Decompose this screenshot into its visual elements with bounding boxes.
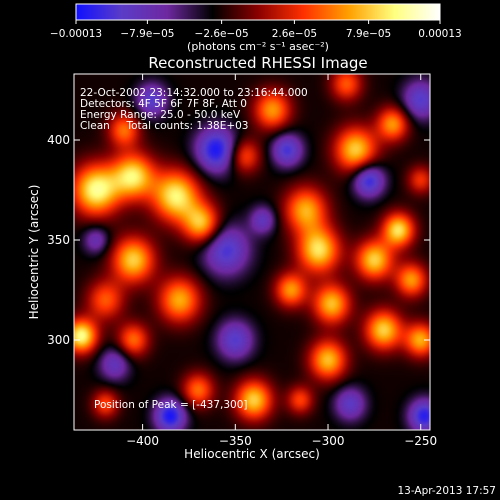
- heatmap-image: [74, 74, 430, 430]
- y-tick-label: 400: [47, 133, 70, 147]
- x-axis-label: Heliocentric X (arcsec): [184, 447, 320, 461]
- colorbar-tick-label: −2.6e−05: [195, 28, 249, 40]
- colorbar-tick-label: −0.00013: [50, 28, 102, 40]
- annotation-method: Clean Total counts: 1.38E+03: [80, 120, 249, 132]
- x-axis-ticks: −400 −350 −300 −250: [126, 74, 437, 448]
- colorbar: −0.00013 −7.9e−05 −2.6e−05 2.6e−05 7.9e−05 0.…: [50, 3, 462, 53]
- y-tick-label: 300: [47, 333, 70, 347]
- colorbar-bar: [75, 3, 441, 21]
- annotations: 22-Oct-2002 23:14:32.000 to 23:16:44.000…: [80, 87, 308, 411]
- annotation-time: 22-Oct-2002 23:14:32.000 to 23:16:44.000: [80, 87, 308, 99]
- annotation-peak: Position of Peak = [-437,300]: [94, 399, 248, 411]
- y-tick-label: 350: [47, 233, 70, 247]
- footer-date: 13-Apr-2013 17:57: [397, 485, 496, 497]
- colorbar-tick-label: −7.9e−05: [120, 28, 174, 40]
- x-tick-label: −300: [312, 434, 345, 448]
- colorbar-tick-label: 2.6e−05: [272, 28, 317, 40]
- colorbar-units: (photons cm⁻² s⁻¹ asec⁻²): [187, 40, 329, 53]
- y-axis-label: Heliocentric Y (arcsec): [27, 185, 41, 320]
- x-tick-label: −400: [126, 434, 159, 448]
- x-tick-label: −350: [219, 434, 252, 448]
- annotation-energy: Energy Range: 25.0 - 50.0 keV: [80, 109, 241, 121]
- annotation-detectors: Detectors: 4F 5F 6F 7F 8F, Att 0: [80, 98, 247, 110]
- x-tick-label: −250: [404, 434, 437, 448]
- y-axis-ticks: 300 350 400: [47, 133, 430, 347]
- colorbar-tick-label: 0.00013: [418, 28, 461, 40]
- heatmap: [74, 74, 430, 430]
- plot-frame: [73, 73, 431, 431]
- colorbar-tick-label: 7.9e−05: [346, 28, 391, 40]
- colorbar-ticks: −0.00013 −7.9e−05 −2.6e−05 2.6e−05 7.9e−05 0.…: [50, 20, 462, 40]
- chart-title: Reconstructed RHESSI Image: [148, 54, 367, 72]
